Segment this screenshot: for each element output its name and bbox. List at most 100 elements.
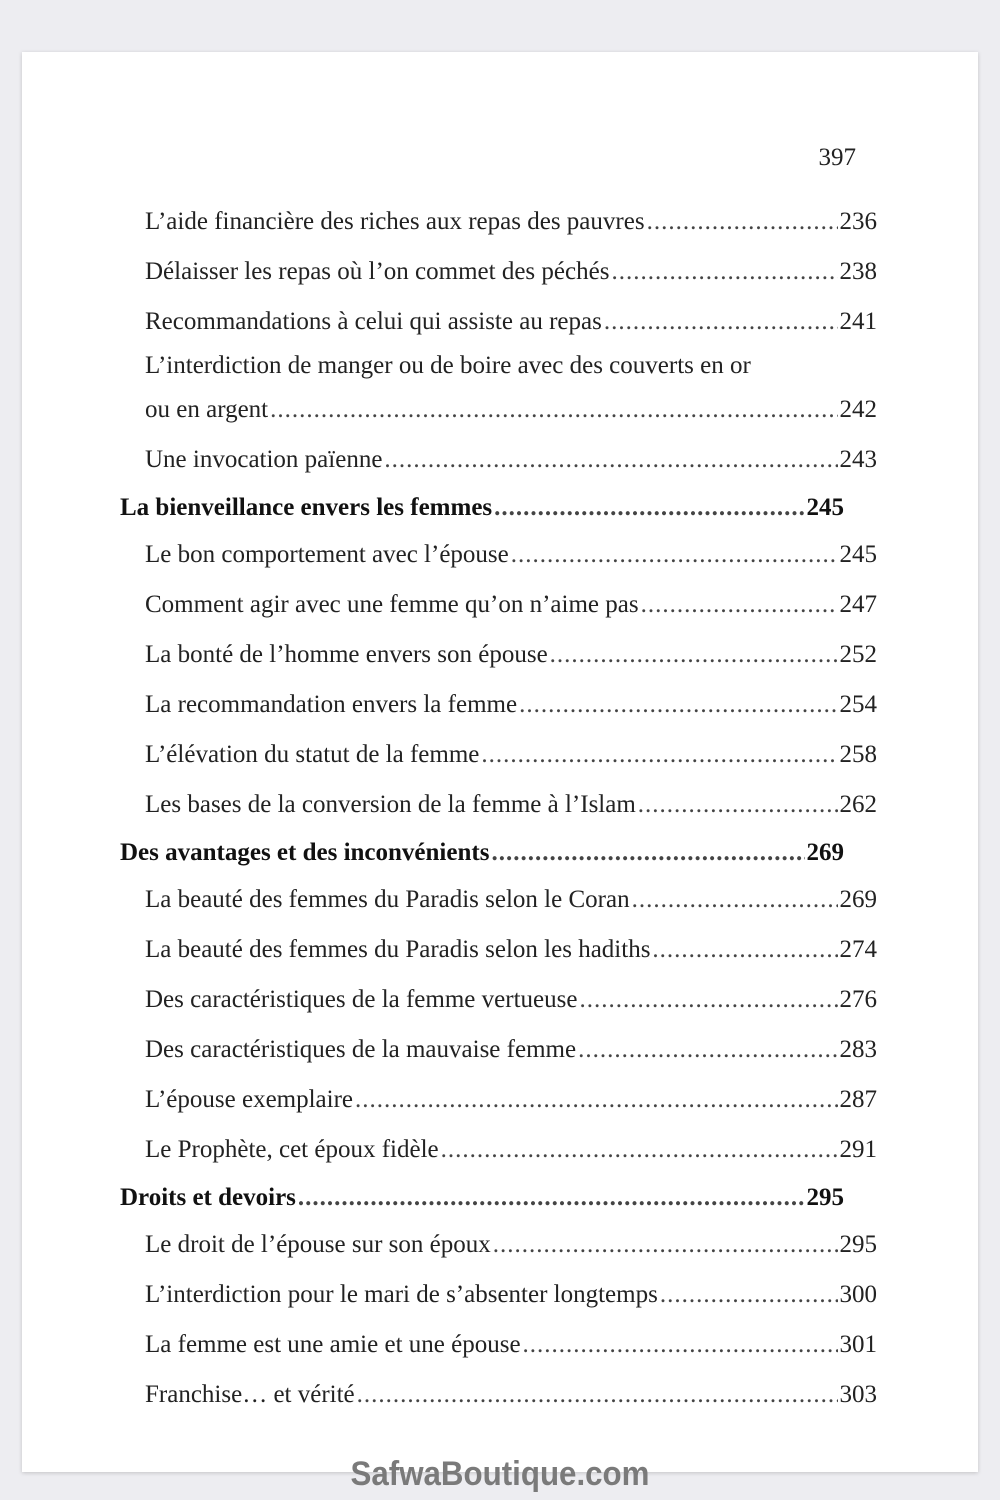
entry-page: 245 xyxy=(839,541,878,568)
entry-page: 269 xyxy=(806,838,845,866)
toc-section-heading: La bienveillance envers les femmes 245 xyxy=(120,485,844,530)
toc-entry: L’interdiction pour le mari de s’absente… xyxy=(145,1270,877,1320)
book-page: 397 L’aide financière des riches aux rep… xyxy=(22,52,978,1472)
entry-title: L’épouse exemplaire xyxy=(145,1086,354,1113)
dot-leader xyxy=(519,691,837,719)
dot-leader xyxy=(550,641,838,669)
entry-title: La bonté de l’homme envers son épouse xyxy=(145,641,548,668)
entry-title: La beauté des femmes du Paradis selon le… xyxy=(145,936,651,963)
dot-leader xyxy=(298,1184,805,1212)
toc-entry: Le bon comportement avec l’épouse 245 xyxy=(145,530,877,580)
table-of-contents: L’aide financière des riches aux repas d… xyxy=(22,197,978,1420)
dot-leader xyxy=(523,1331,838,1359)
entry-title: Une invocation païenne xyxy=(145,446,383,473)
entry-page: 300 xyxy=(839,1281,878,1308)
entry-title: L’interdiction pour le mari de s’absente… xyxy=(145,1281,658,1308)
entry-title: Droits et devoirs xyxy=(120,1183,296,1211)
entry-page: 291 xyxy=(839,1136,878,1163)
dot-leader xyxy=(632,886,838,914)
entry-title: L’interdiction de manger ou de boire ave… xyxy=(145,352,751,379)
entry-page: 287 xyxy=(839,1086,878,1113)
dot-leader xyxy=(660,1281,838,1309)
entry-title: Des avantages et des inconvénients xyxy=(120,838,490,866)
dot-leader xyxy=(641,591,838,619)
dot-leader xyxy=(384,446,837,474)
dot-leader xyxy=(604,308,838,336)
toc-entry: Des caractéristiques de la femme vertueu… xyxy=(145,975,877,1025)
entry-page: 301 xyxy=(839,1331,878,1358)
dot-leader xyxy=(494,494,804,522)
entry-page: 276 xyxy=(839,986,878,1013)
toc-entry: L’interdiction de manger ou de boire ave… xyxy=(145,347,877,385)
toc-entry: Recommandations à celui qui assiste au r… xyxy=(145,297,877,347)
toc-entry: La bonté de l’homme envers son épouse 252 xyxy=(145,630,877,680)
dot-leader xyxy=(652,936,837,964)
toc-entry: Le Prophète, cet époux fidèle 291 xyxy=(145,1125,877,1175)
entry-page: 269 xyxy=(839,886,878,913)
dot-leader xyxy=(647,208,838,236)
dot-leader xyxy=(493,1231,838,1259)
dot-leader xyxy=(579,986,837,1014)
entry-page: 274 xyxy=(839,936,878,963)
entry-title: ou en argent xyxy=(145,396,269,423)
entry-title: L’élévation du statut de la femme xyxy=(145,741,480,768)
toc-section-heading: Droits et devoirs 295 xyxy=(120,1175,844,1220)
entry-title: L’aide financière des riches aux repas d… xyxy=(145,208,645,235)
dot-leader xyxy=(355,1086,837,1114)
entry-title: Le Prophète, cet époux fidèle xyxy=(145,1136,439,1163)
dot-leader xyxy=(638,791,838,819)
dot-leader xyxy=(441,1136,838,1164)
dot-leader xyxy=(578,1036,837,1064)
toc-entry: L’aide financière des riches aux repas d… xyxy=(145,197,877,247)
entry-title: Franchise… et vérité xyxy=(145,1381,355,1408)
entry-title: La recommandation envers la femme xyxy=(145,691,518,718)
entry-title: La beauté des femmes du Paradis selon le… xyxy=(145,886,630,913)
entry-title: Des caractéristiques de la mauvaise femm… xyxy=(145,1036,577,1063)
entry-page: 295 xyxy=(839,1231,878,1258)
toc-entry: La beauté des femmes du Paradis selon le… xyxy=(145,875,877,925)
toc-entry: La beauté des femmes du Paradis selon le… xyxy=(145,925,877,975)
toc-entry: Les bases de la conversion de la femme à… xyxy=(145,780,877,830)
entry-page: 242 xyxy=(839,396,878,423)
toc-entry: ou en argent 242 xyxy=(145,385,877,435)
toc-entry: L’élévation du statut de la femme 258 xyxy=(145,730,877,780)
entry-title: La bienveillance envers les femmes xyxy=(120,493,493,521)
entry-title: Délaisser les repas où l’on commet des p… xyxy=(145,258,610,285)
toc-entry: La femme est une amie et une épouse 301 xyxy=(145,1320,877,1370)
dot-leader xyxy=(357,1381,838,1409)
dot-leader xyxy=(481,741,837,769)
entry-page: 238 xyxy=(839,258,878,285)
toc-entry: L’épouse exemplaire 287 xyxy=(145,1075,877,1125)
toc-entry: Une invocation païenne 243 xyxy=(145,435,877,485)
toc-entry: Comment agir avec une femme qu’on n’aime… xyxy=(145,580,877,630)
entry-title: Les bases de la conversion de la femme à… xyxy=(145,791,636,818)
page-number: 397 xyxy=(818,144,857,171)
toc-section-heading: Des avantages et des inconvénients 269 xyxy=(120,830,844,875)
toc-entry: Franchise… et vérité 303 xyxy=(145,1370,877,1420)
entry-title: Des caractéristiques de la femme vertueu… xyxy=(145,986,578,1013)
dot-leader xyxy=(511,541,838,569)
entry-title: La femme est une amie et une épouse xyxy=(145,1331,521,1358)
toc-entry: Le droit de l’épouse sur son époux 295 xyxy=(145,1220,877,1270)
toc-entry: La recommandation envers la femme 254 xyxy=(145,680,877,730)
entry-page: 247 xyxy=(839,591,878,618)
toc-entry: Des caractéristiques de la mauvaise femm… xyxy=(145,1025,877,1075)
entry-page: 252 xyxy=(839,641,878,668)
entry-page: 243 xyxy=(839,446,878,473)
watermark: SafwaBoutique.com xyxy=(350,1455,650,1493)
entry-page: 245 xyxy=(806,493,845,521)
entry-page: 241 xyxy=(839,308,878,335)
entry-title: Le bon comportement avec l’épouse xyxy=(145,541,509,568)
entry-page: 254 xyxy=(839,691,878,718)
entry-page: 258 xyxy=(839,741,878,768)
entry-page: 262 xyxy=(839,791,878,818)
entry-title: Comment agir avec une femme qu’on n’aime… xyxy=(145,591,639,618)
dot-leader xyxy=(611,258,837,286)
entry-page: 236 xyxy=(839,208,878,235)
toc-entry: Délaisser les repas où l’on commet des p… xyxy=(145,247,877,297)
entry-title: Recommandations à celui qui assiste au r… xyxy=(145,308,602,335)
entry-page: 283 xyxy=(839,1036,878,1063)
entry-page: 295 xyxy=(806,1183,845,1211)
dot-leader xyxy=(270,396,837,424)
dot-leader xyxy=(491,839,804,867)
